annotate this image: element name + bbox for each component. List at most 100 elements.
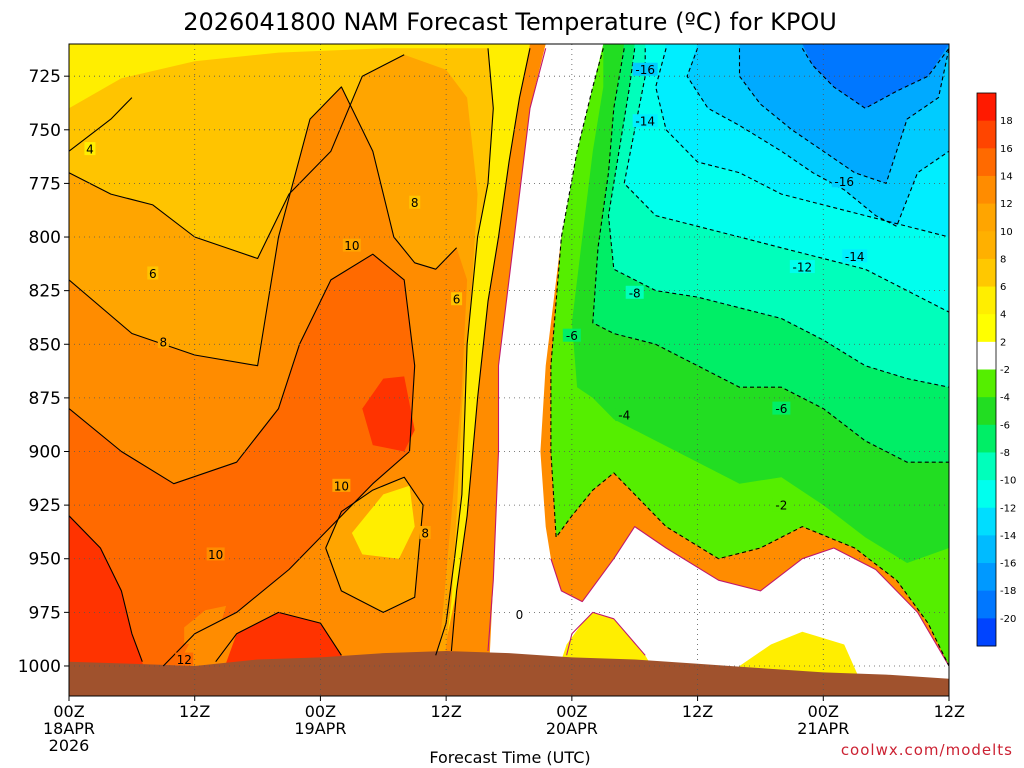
x-tick-label: 12Z	[934, 702, 965, 721]
colorbar-label: -8	[1000, 448, 1010, 459]
colorbar-label: 10	[1000, 227, 1013, 238]
contour-label-bg	[206, 547, 225, 561]
colorbar-swatch	[977, 120, 996, 149]
colorbar-label: 16	[1000, 144, 1013, 155]
temp-region-t0	[488, 44, 949, 692]
y-tick-label: 950	[29, 550, 61, 570]
y-tick-label: 1000	[18, 657, 61, 677]
contour-label: 8	[159, 336, 167, 350]
colorbar-swatch	[977, 258, 996, 288]
contour-label-bg	[342, 238, 361, 252]
colorbar-swatch	[977, 203, 996, 232]
colorbar: 18 16 14 12 10 8 6 4 2 -2 -4 -6 -8 -10 -12 -14 -16 -18 -20	[976, 92, 1016, 647]
credit-text: coolwx.com/modelts	[841, 741, 1013, 759]
colorbar-swatch	[977, 286, 996, 315]
contour-line	[215, 611, 342, 663]
chart-title: 2026041800 NAM Forecast Temperature (ºC)…	[183, 8, 837, 36]
contour-label: -6	[566, 329, 578, 343]
contour-label-bg	[451, 292, 463, 306]
colorbar-label: -4	[1000, 393, 1010, 404]
colorbar-swatch	[977, 618, 996, 647]
colorbar-label: -12	[1000, 503, 1016, 514]
y-tick-label: 925	[29, 496, 61, 516]
colorbar-label: -14	[1000, 531, 1016, 542]
contour-line	[738, 48, 949, 184]
y-tick-label: 775	[29, 174, 61, 194]
colorbar-swatch	[977, 93, 996, 122]
x-tick-label: 2026	[49, 736, 90, 755]
contour-line	[69, 97, 133, 152]
colorbar-label: 2	[1000, 337, 1006, 348]
colorbar-label: 4	[1000, 310, 1006, 321]
contour-label-bg	[332, 478, 351, 492]
y-tick-label: 750	[29, 121, 61, 141]
colorbar-frame	[976, 92, 997, 647]
colorbar-swatch	[977, 175, 996, 205]
y-tick-label: 900	[29, 443, 61, 463]
contour-label: 10	[208, 548, 223, 562]
contour-label: 4	[86, 143, 94, 157]
plot-frame	[68, 43, 950, 697]
colorbar-swatch	[977, 480, 996, 509]
y-tick-label: 725	[29, 67, 61, 87]
contour-line	[325, 476, 424, 613]
temp-region-t10	[69, 254, 415, 692]
x-tick-label: 00Z	[53, 702, 84, 721]
colorbar-label: 18	[1000, 116, 1013, 127]
colorbar-label: -18	[1000, 586, 1016, 597]
contour-label-bg	[513, 607, 525, 621]
contour-line	[686, 48, 949, 227]
temperature-fill-layer	[69, 44, 949, 696]
contour-label-bg	[772, 498, 791, 512]
x-tick-label: 12Z	[682, 702, 713, 721]
colorbar-swatch	[977, 535, 996, 564]
contour-line	[566, 611, 646, 656]
contour-line	[69, 515, 143, 662]
contour-label-bg	[615, 408, 634, 422]
contour-label-bg	[147, 266, 159, 280]
colorbar-swatch	[977, 563, 996, 592]
colorbar-label: -16	[1000, 559, 1016, 570]
contour-line	[69, 54, 405, 260]
y-tick-label: 875	[29, 389, 61, 409]
contour-label: 10	[334, 479, 349, 493]
contour-label-bg	[419, 526, 431, 539]
contour-line	[592, 48, 949, 463]
contour-label-bg	[84, 142, 96, 156]
contour-label-bg	[625, 285, 644, 299]
colorbar-swatch	[977, 369, 996, 398]
colorbar-label: 6	[1000, 282, 1006, 293]
contour-label: 6	[453, 293, 461, 307]
colorbar-label: 8	[1000, 254, 1006, 265]
colorbar-swatch	[977, 314, 996, 343]
colorbar-label: 14	[1000, 171, 1013, 182]
temp-region-t12	[362, 376, 415, 452]
contour-label-bg	[157, 335, 169, 349]
contour-label-bg	[842, 249, 868, 263]
contour-label-bg	[562, 328, 581, 342]
x-tick-label: 00Z	[808, 702, 839, 721]
contour-line	[550, 526, 949, 667]
contour-label-bg	[789, 260, 815, 274]
temp-region-ground	[69, 651, 949, 696]
contour-line	[69, 86, 457, 367]
contour-label-bg	[831, 174, 857, 188]
colorbar-label: -2	[1000, 365, 1010, 376]
x-tick-label: 12Z	[430, 702, 461, 721]
contour-label-bg	[175, 652, 194, 666]
contour-label-bg	[772, 401, 791, 415]
temp-region-tm18	[802, 44, 949, 109]
contour-label-bg	[632, 62, 658, 76]
y-tick-label: 975	[29, 603, 61, 623]
colorbar-swatch	[977, 424, 996, 453]
contour-label: 12	[177, 653, 192, 667]
y-tick-label: 825	[29, 282, 61, 302]
contour-label: 10	[344, 239, 359, 253]
x-tick-label: 20APR	[546, 719, 598, 738]
contour-label-layer: 4 6 8 10 8 6 10 8 10 12 0 -16 -14 -16 -14 -12 -8 -6 -4 -6 -2	[84, 62, 868, 667]
colorbar-label: -20	[1000, 614, 1016, 625]
contour-label: -14	[845, 250, 865, 264]
colorbar-label: -10	[1000, 476, 1016, 487]
x-tick-label: 00Z	[556, 702, 587, 721]
